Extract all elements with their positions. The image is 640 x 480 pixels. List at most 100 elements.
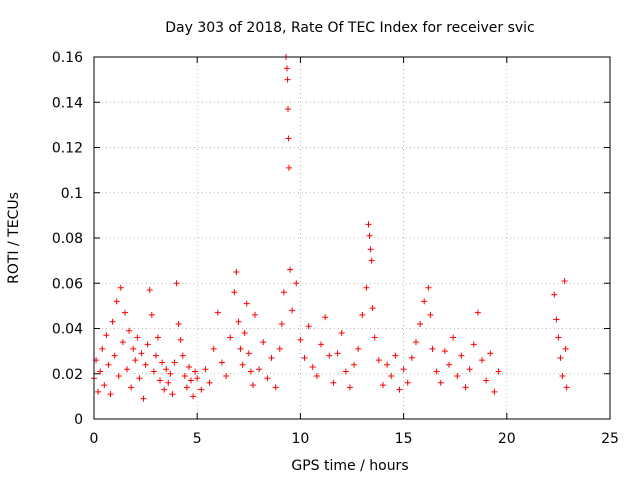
data-point bbox=[359, 311, 366, 318]
data-point bbox=[388, 373, 395, 380]
data-point bbox=[192, 368, 199, 375]
data-point bbox=[124, 366, 131, 373]
data-point bbox=[126, 327, 133, 334]
x-tick-label: 5 bbox=[193, 431, 202, 447]
data-point bbox=[264, 375, 271, 382]
data-point bbox=[117, 284, 124, 291]
data-point bbox=[466, 366, 473, 373]
axis-ticks bbox=[93, 56, 611, 420]
data-point bbox=[121, 309, 128, 316]
chart-title: Day 303 of 2018, Rate Of TEC Index for r… bbox=[165, 20, 535, 36]
data-point bbox=[249, 382, 256, 389]
x-tick-label: 20 bbox=[498, 431, 516, 447]
data-point bbox=[251, 311, 258, 318]
data-point bbox=[190, 393, 197, 400]
data-points bbox=[91, 54, 570, 402]
data-point bbox=[330, 379, 337, 386]
data-point bbox=[293, 280, 300, 287]
data-point bbox=[555, 334, 562, 341]
y-tick-label: 0.04 bbox=[52, 322, 83, 338]
x-tick-labels: 0 5 10 15 20 25 bbox=[90, 431, 619, 447]
data-point bbox=[400, 366, 407, 373]
data-point bbox=[159, 359, 166, 366]
data-point bbox=[309, 363, 316, 370]
data-point bbox=[214, 309, 221, 316]
data-point bbox=[161, 386, 168, 393]
data-point bbox=[105, 361, 112, 368]
x-axis-label: GPS time / hours bbox=[291, 458, 408, 474]
data-point bbox=[384, 361, 391, 368]
y-tick-label: 0.14 bbox=[52, 95, 83, 111]
data-point bbox=[231, 289, 238, 296]
x-tick-label: 25 bbox=[601, 431, 619, 447]
data-point bbox=[408, 354, 415, 361]
data-point bbox=[165, 379, 172, 386]
data-point bbox=[297, 336, 304, 343]
data-point bbox=[278, 320, 285, 327]
data-point bbox=[553, 316, 560, 323]
data-point bbox=[194, 375, 201, 382]
data-point bbox=[366, 232, 373, 239]
data-point bbox=[429, 345, 436, 352]
data-point bbox=[417, 320, 424, 327]
data-point bbox=[368, 257, 375, 264]
data-point bbox=[140, 395, 147, 402]
data-point bbox=[241, 330, 248, 337]
data-point bbox=[322, 314, 329, 321]
data-point bbox=[285, 135, 292, 142]
data-point bbox=[130, 345, 137, 352]
data-point bbox=[433, 368, 440, 375]
data-point bbox=[334, 350, 341, 357]
data-point bbox=[326, 352, 333, 359]
data-point bbox=[223, 373, 230, 380]
data-point bbox=[132, 357, 139, 364]
data-point bbox=[198, 386, 205, 393]
data-point bbox=[559, 373, 566, 380]
data-point bbox=[458, 352, 465, 359]
data-point bbox=[260, 339, 267, 346]
data-point bbox=[318, 341, 325, 348]
data-point bbox=[233, 268, 240, 275]
data-point bbox=[284, 76, 291, 83]
data-point bbox=[446, 361, 453, 368]
data-point bbox=[150, 368, 157, 375]
data-point bbox=[152, 352, 159, 359]
y-tick-label: 0.16 bbox=[52, 50, 83, 66]
data-point bbox=[256, 366, 263, 373]
data-point bbox=[338, 330, 345, 337]
data-point bbox=[95, 388, 102, 395]
data-point bbox=[227, 334, 234, 341]
data-point bbox=[313, 373, 320, 380]
data-point bbox=[421, 298, 428, 305]
data-point bbox=[235, 318, 242, 325]
data-point bbox=[183, 384, 190, 391]
data-point bbox=[551, 291, 558, 298]
data-point bbox=[454, 373, 461, 380]
x-tick-label: 0 bbox=[90, 431, 99, 447]
data-point bbox=[113, 298, 120, 305]
data-point bbox=[437, 379, 444, 386]
data-point bbox=[103, 332, 110, 339]
y-tick-label: 0.12 bbox=[52, 141, 83, 157]
data-point bbox=[210, 345, 217, 352]
data-point bbox=[171, 359, 178, 366]
data-point bbox=[97, 368, 104, 375]
data-point bbox=[369, 305, 376, 312]
data-point bbox=[136, 375, 143, 382]
data-point bbox=[441, 348, 448, 355]
data-point bbox=[563, 384, 570, 391]
data-point bbox=[144, 341, 151, 348]
data-point bbox=[276, 345, 283, 352]
data-point bbox=[268, 354, 275, 361]
data-point bbox=[483, 377, 490, 384]
data-point bbox=[283, 65, 290, 72]
data-point bbox=[285, 106, 292, 113]
data-point bbox=[479, 357, 486, 364]
data-point bbox=[243, 300, 250, 307]
data-point bbox=[355, 345, 362, 352]
data-point bbox=[169, 391, 176, 398]
data-point bbox=[177, 336, 184, 343]
data-point bbox=[427, 311, 434, 318]
data-point bbox=[218, 359, 225, 366]
